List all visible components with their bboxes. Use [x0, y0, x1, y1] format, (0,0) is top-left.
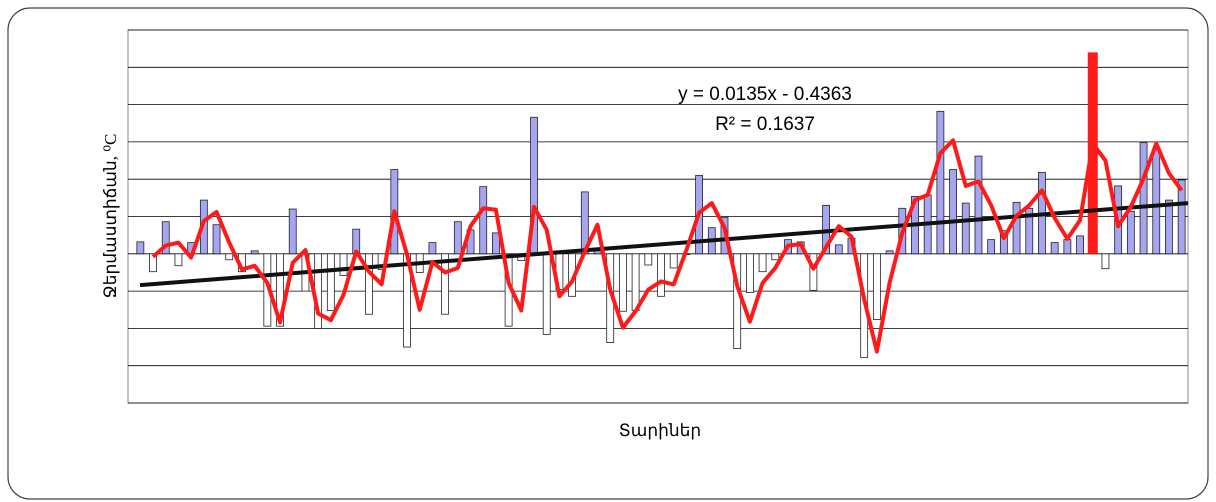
- bar: [542, 253, 551, 335]
- trend-line: [139, 201, 1189, 288]
- bar: [999, 230, 1008, 255]
- bar: [453, 221, 462, 255]
- bar: [326, 253, 335, 311]
- bar: [834, 244, 843, 255]
- bar: [276, 253, 284, 327]
- bar: [1063, 239, 1072, 255]
- bar: [644, 253, 653, 266]
- bar: [657, 253, 665, 297]
- bar: [1152, 149, 1161, 255]
- bar: [745, 253, 754, 293]
- bar: [1025, 207, 1034, 255]
- bar: [250, 250, 259, 255]
- bar: [1101, 253, 1110, 270]
- x-axis-label: Տարիներ: [619, 421, 701, 440]
- bar: [758, 253, 767, 273]
- bar: [771, 253, 780, 261]
- bar: [1012, 201, 1021, 255]
- bar: [872, 253, 881, 320]
- bar: [212, 224, 221, 255]
- bar: [1139, 142, 1148, 255]
- y-axis-label: Ջերմաստիճան, ⁰C: [101, 134, 120, 299]
- trend-equation: y = 0.0135x - 0.4363: [678, 84, 852, 105]
- bar: [225, 253, 234, 261]
- bar: [809, 253, 818, 291]
- bar: [619, 253, 627, 312]
- bar: [631, 253, 640, 311]
- bar: [1126, 210, 1135, 255]
- bar: [479, 186, 488, 255]
- bar: [974, 155, 983, 255]
- bar: [365, 253, 373, 315]
- bar: [885, 250, 894, 255]
- bar: [441, 253, 450, 315]
- r-squared: R² = 0.1637: [715, 114, 815, 135]
- bar: [1076, 235, 1084, 255]
- bar: [174, 253, 183, 267]
- bar: [669, 253, 678, 269]
- bar: [1165, 199, 1173, 255]
- bar: [288, 208, 297, 255]
- bar: [1177, 179, 1186, 255]
- bar: [428, 242, 437, 255]
- bar: [961, 202, 970, 255]
- bar: [1050, 242, 1059, 255]
- bar: [339, 253, 348, 276]
- bar: [492, 232, 500, 255]
- bar: [987, 239, 996, 255]
- bar: [136, 241, 145, 255]
- bar: [149, 253, 157, 273]
- bar: [949, 169, 957, 255]
- bar: [161, 221, 170, 255]
- bar: [936, 110, 945, 255]
- moving-average-line: [151, 138, 1184, 354]
